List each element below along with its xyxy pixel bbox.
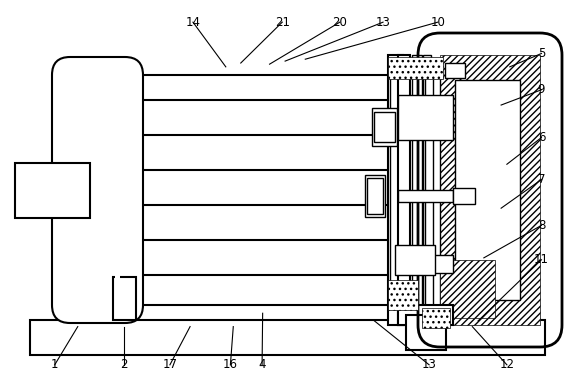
Bar [398,95,453,140]
Bar [423,55,431,325]
Bar [374,112,395,142]
Bar [412,55,422,325]
Bar [440,260,495,318]
Bar [388,57,443,79]
Text: 11: 11 [534,253,549,266]
Bar [367,178,383,214]
Text: 21: 21 [275,16,290,29]
Text: 1: 1 [51,358,59,371]
Bar [30,320,545,355]
Bar [398,255,453,273]
Bar [113,277,136,320]
Bar [455,80,520,300]
Bar [406,315,446,350]
Bar [445,63,465,78]
Bar [365,175,385,217]
Bar [432,70,440,315]
FancyBboxPatch shape [52,57,143,323]
Text: 13: 13 [422,358,437,371]
Text: 14: 14 [185,16,200,29]
Bar [440,55,540,325]
Bar [425,70,433,335]
Text: 13: 13 [376,16,391,29]
Text: 5: 5 [538,47,545,60]
Bar [398,55,410,325]
Text: 12: 12 [499,358,514,371]
Bar [398,305,453,325]
Bar [388,55,403,325]
Text: 20: 20 [332,16,347,29]
Bar [15,163,90,218]
Text: 7: 7 [537,173,545,186]
Polygon shape [390,75,432,305]
Text: 16: 16 [223,358,238,371]
Bar [395,245,435,275]
Text: 9: 9 [537,83,545,96]
Text: 10: 10 [430,16,445,29]
Bar [115,75,120,305]
Bar [372,108,397,146]
Text: 8: 8 [538,219,545,232]
Text: 2: 2 [120,358,128,371]
Bar [453,188,475,204]
Bar [388,280,418,310]
Bar [422,308,450,328]
Text: 4: 4 [258,358,266,371]
Bar [398,190,453,202]
Text: 17: 17 [162,358,177,371]
Text: 6: 6 [537,131,545,144]
